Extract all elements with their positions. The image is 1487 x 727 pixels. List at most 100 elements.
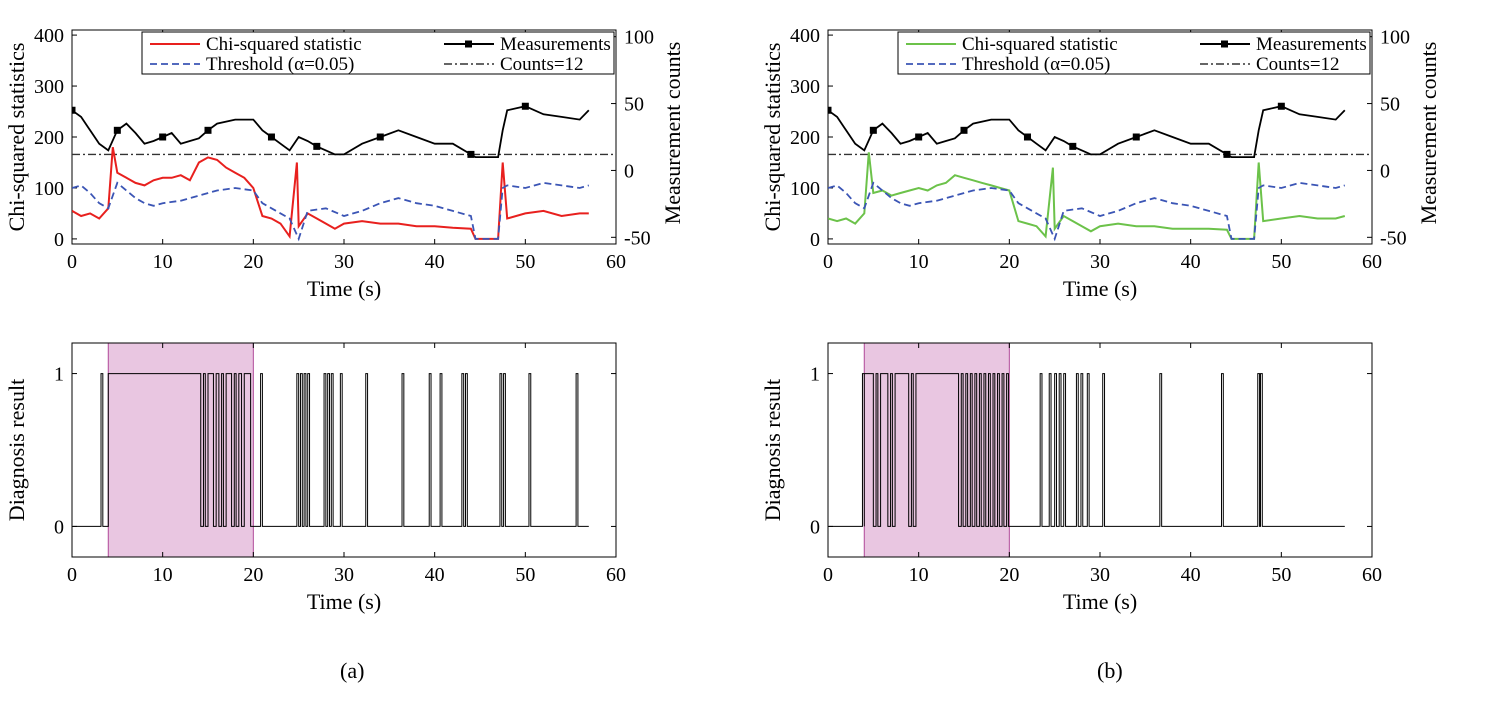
x-tick-label: 20 [999,251,1019,273]
x-axis-label: Time (s) [307,276,381,301]
x-tick-label: 30 [334,564,354,586]
x-tick-label: 30 [334,251,354,273]
x-tick-label: 10 [153,251,173,273]
plot-area [828,373,1345,527]
legend-label-chi: Chi-squared statistic [206,34,362,55]
legend-marker-measurements [465,40,472,48]
legend: Chi-squared statistic Measurements Thresho… [897,31,1371,75]
measurement-marker [467,150,475,158]
x-tick-label: 60 [1362,564,1382,586]
legend-label-counts: Counts=12 [500,54,584,75]
measurement-marker [869,126,877,134]
x-tick-label: 0 [823,251,833,273]
plot-area [828,102,1372,242]
y2-tick-label: -50 [1380,227,1407,249]
y2-tick-label: 0 [624,160,634,182]
measurement-marker [72,106,76,114]
x-tick-label: 20 [243,251,263,273]
x-tick-label: 50 [1271,251,1291,273]
panel-label-a: (a) [340,658,365,683]
legend-label-measurements: Measurements [500,34,611,55]
measurement-marker [376,133,384,141]
measurement-marker [204,126,212,134]
legend: Chi-squared statistic Measurements Thresho… [141,31,615,75]
measurement-marker [159,133,167,141]
x-tick-label: 20 [999,564,1019,586]
measurements-series [72,105,590,159]
measurement-marker [1277,102,1285,110]
measurement-marker [113,126,121,134]
y-tick-label: 1 [810,364,820,386]
fault-region [863,342,1010,558]
x-tick-label: 10 [909,564,929,586]
y2-tick-label: 100 [1380,27,1410,49]
measurements-series [828,105,1346,159]
diagnosis-signal [828,373,1345,527]
legend-label-threshold: Threshold (α=0.05) [206,54,354,75]
measurement-marker [1023,133,1031,141]
x-axis-label: Time (s) [1063,589,1137,614]
measurement-marker [313,142,321,150]
x-tick-label: 10 [909,251,929,273]
y-tick-label: 100 [790,178,820,200]
y-tick-label: 0 [810,516,820,538]
y-tick-label: 300 [34,76,64,98]
legend-label-chi: Chi-squared statistic [962,34,1118,55]
diagnosis-signal [72,373,589,527]
y-tick-label: 200 [34,127,64,149]
y2-tick-label: 50 [624,94,644,116]
x-tick-label: 40 [425,564,445,586]
x-tick-label: 50 [515,251,535,273]
y-axis-label: Diagnosis result [4,379,29,521]
y-axis-label: Diagnosis result [760,379,785,521]
measurement-marker [1069,142,1077,150]
y-tick-label: 1 [54,364,64,386]
x-tick-label: 60 [606,564,626,586]
measurement-marker [915,133,923,141]
plot-area [72,373,589,527]
legend-label-counts: Counts=12 [1256,54,1340,75]
x-tick-label: 60 [606,251,626,273]
y-tick-label: 0 [54,229,64,251]
y-axis-label: Chi-squared statistics [760,43,785,232]
legend-box [897,31,1371,75]
x-tick-label: 60 [1362,251,1382,273]
x-tick-label: 20 [243,564,263,586]
chi-squared-series [828,152,1346,240]
y2-axis-label: Measurement counts [660,42,685,225]
x-tick-label: 50 [515,564,535,586]
y2-tick-label: 100 [624,27,654,49]
panel-label-b: (b) [1097,658,1123,683]
legend-label-measurements: Measurements [1256,34,1367,55]
measurement-marker [1132,133,1140,141]
threshold-series [828,181,1346,242]
fault-region [107,342,254,558]
chart-panel-2: 0 10 20 30 40 50 60 0 1 Time (s) Diagnosis result [4,342,626,614]
x-tick-label: 10 [153,564,173,586]
y-tick-label: 0 [810,229,820,251]
chart-panel-4: 0 10 20 30 40 50 60 0 1 Time (s) Diagnosis result [760,342,1382,614]
x-tick-label: 30 [1090,251,1110,273]
x-tick-label: 40 [425,251,445,273]
y-tick-label: 100 [34,178,64,200]
x-tick-label: 0 [67,251,77,273]
x-tick-label: 0 [823,564,833,586]
y2-tick-label: 0 [1380,160,1390,182]
x-axis-label: Time (s) [1063,276,1137,301]
chi-squared-series [72,147,589,240]
x-tick-label: 0 [67,564,77,586]
x-tick-label: 40 [1181,564,1201,586]
x-tick-label: 50 [1271,564,1291,586]
y-tick-label: 400 [34,25,64,47]
y2-axis-label: Measurement counts [1416,42,1441,225]
y2-tick-label: -50 [624,227,651,249]
y-tick-label: 200 [790,127,820,149]
legend-label-threshold: Threshold (α=0.05) [962,54,1110,75]
chart-panel-1: 0 10 20 30 40 50 60 0 100 200 300 400 -50 0 50 100 Time … [4,25,685,301]
plot-area [72,102,616,242]
y2-tick-label: 50 [1380,94,1400,116]
y-axis-label: Chi-squared statistics [4,43,29,232]
measurement-marker [521,102,529,110]
